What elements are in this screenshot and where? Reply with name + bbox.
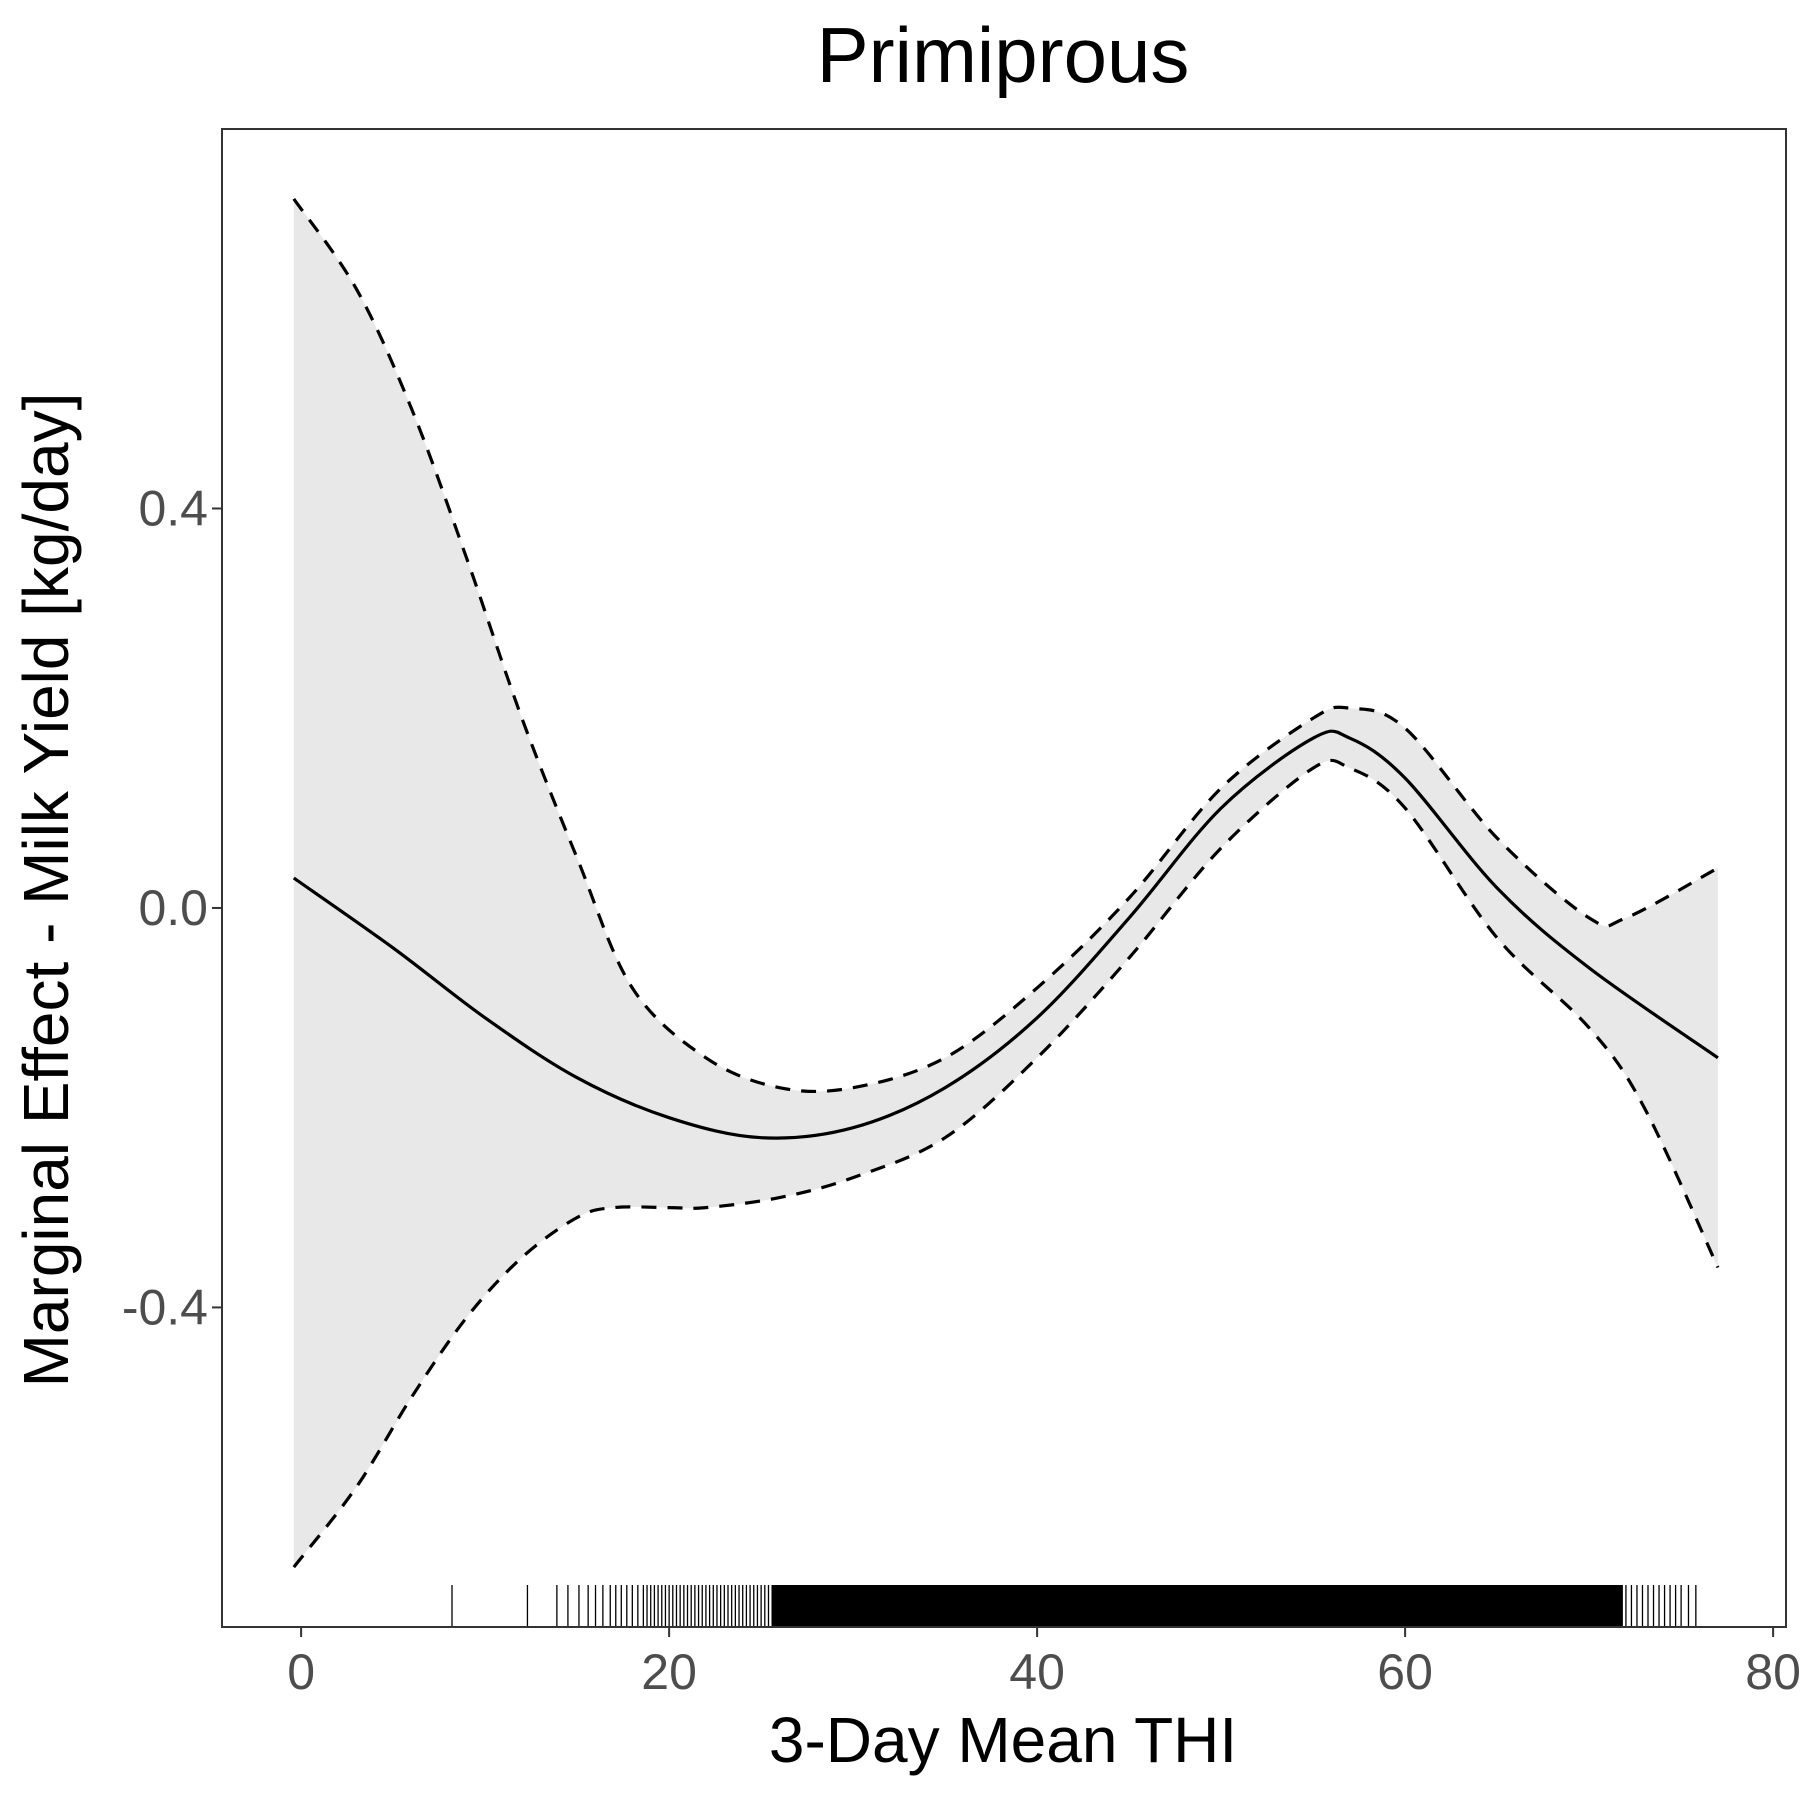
- x-tick-label: 60: [1377, 1644, 1433, 1700]
- panel-border: [221, 128, 1787, 1628]
- rug-marks: [451, 1585, 1697, 1627]
- x-tick-label: 40: [1009, 1644, 1065, 1700]
- rug-mark-dense: [772, 1585, 1623, 1627]
- x-tick-label: 20: [641, 1644, 697, 1700]
- lower-bound-line: [292, 758, 1720, 1569]
- upper-bound-line: [292, 197, 1719, 1094]
- x-axis-title: 3-Day Mean THI: [769, 1704, 1237, 1776]
- y-tick-label: 0.0: [138, 880, 208, 936]
- estimate-line: [292, 729, 1719, 1140]
- x-tick-label: 0: [287, 1644, 315, 1700]
- confidence-band: [293, 198, 1718, 1568]
- x-tick-label: 80: [1745, 1644, 1800, 1700]
- plot-area: 0 20 40 60 80 -0.4 0.0 0.4: [122, 128, 1800, 1700]
- y-axis-title: Marginal Effect - Milk Yield [kg/day]: [10, 393, 82, 1388]
- y-tick-label: 0.4: [138, 480, 208, 536]
- y-tick-label: -0.4: [122, 1279, 208, 1335]
- chart-title: Primiprous: [817, 11, 1190, 99]
